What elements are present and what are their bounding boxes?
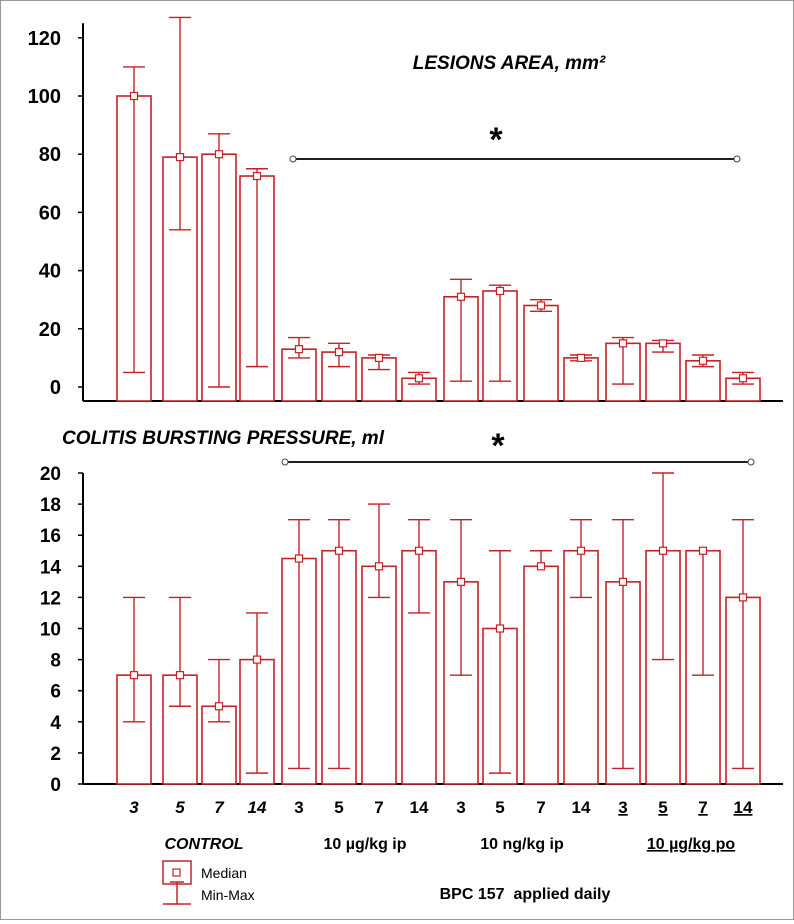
- significance-endpoint: [289, 155, 297, 163]
- y-tick-label: 14: [40, 557, 62, 578]
- median-marker: [698, 546, 708, 555]
- significance-endpoint: [747, 458, 755, 466]
- median-marker: [175, 153, 185, 162]
- y-tick-label: 80: [39, 144, 61, 166]
- median-marker: [658, 546, 668, 555]
- median-marker: [252, 171, 262, 181]
- median-marker: [536, 301, 546, 310]
- median-marker: [456, 292, 466, 301]
- x-tick-label: 7: [374, 798, 383, 817]
- median-marker: [294, 554, 304, 563]
- median-marker: [175, 671, 185, 680]
- median-marker: [698, 356, 708, 365]
- median-marker: [456, 577, 466, 586]
- median-marker: [495, 624, 505, 633]
- y-tick-label: 20: [40, 464, 61, 485]
- median-marker: [334, 347, 344, 357]
- bursting-pressure-plot: 0 2 4 6 8 10 12 14 16 18 20 3 5 7 14 3 5 7 14 3 5 7 14 3 5 7 14: [40, 458, 783, 817]
- x-tick-label: 3: [129, 798, 139, 817]
- legend: Median Min-Max: [162, 860, 255, 905]
- x-tick-label: 5: [658, 798, 667, 817]
- significance-star-top: *: [489, 121, 503, 159]
- group-label-ug-ip: 10 µg/kg ip: [323, 836, 406, 853]
- bar: [361, 565, 397, 785]
- y-tick-label: 100: [28, 86, 61, 108]
- group-label-ng-ip: 10 ng/kg ip: [480, 836, 564, 853]
- median-marker: [536, 562, 546, 571]
- median-marker: [129, 91, 139, 101]
- median-marker: [495, 286, 505, 296]
- x-tick-label: 5: [495, 798, 504, 817]
- bar: [645, 549, 681, 785]
- median-marker: [576, 353, 586, 362]
- x-tick-label: 14: [248, 798, 267, 817]
- median-marker: [658, 339, 668, 348]
- y-tick-label: 18: [40, 495, 61, 516]
- median-marker: [334, 546, 344, 555]
- x-tick-label: 7: [214, 798, 225, 817]
- x-axis-title: BPC 157 applied daily: [440, 886, 611, 903]
- median-marker: [414, 374, 424, 383]
- median-marker: [374, 353, 384, 362]
- median-marker: [214, 150, 224, 159]
- y-tick-label: 0: [50, 377, 61, 399]
- y-tick-label: 16: [40, 526, 61, 547]
- significance-endpoint: [733, 155, 741, 163]
- bar: [523, 304, 559, 402]
- median-marker: [618, 339, 628, 348]
- significance-endpoint: [281, 458, 289, 466]
- y-tick-label: 12: [40, 588, 61, 609]
- chart-title-lesions: LESIONS AREA, mm²: [413, 53, 606, 74]
- median-marker: [618, 577, 628, 586]
- x-tick-label: 14: [572, 798, 591, 817]
- median-marker: [129, 671, 139, 680]
- x-tick-label: 14: [734, 798, 753, 817]
- x-tick-label: 3: [618, 798, 627, 817]
- x-tick-label: 3: [456, 798, 465, 817]
- legend-median-marker: [172, 868, 181, 877]
- legend-minmax-label: Min-Max: [201, 887, 255, 903]
- x-tick-label: 3: [294, 798, 303, 817]
- median-marker: [294, 345, 304, 354]
- y-tick-label: 0: [50, 775, 61, 796]
- y-tick-label: 4: [50, 713, 61, 734]
- y-tick-label: 8: [50, 651, 61, 672]
- x-tick-label: 14: [410, 798, 429, 817]
- bar: [645, 342, 681, 402]
- median-marker: [374, 562, 384, 571]
- group-label-ug-po: 10 µg/kg po: [647, 836, 736, 853]
- chart-title-bursting: COLITIS BURSTING PRESSURE, ml: [62, 428, 385, 449]
- bar: [563, 357, 599, 402]
- median-marker: [576, 546, 586, 555]
- y-tick-label: 20: [39, 319, 61, 341]
- y-tick-label: 2: [50, 744, 61, 765]
- median-marker: [738, 593, 748, 602]
- y-tick-label: 6: [50, 682, 61, 703]
- x-tick-label: 5: [175, 798, 185, 817]
- median-marker: [738, 374, 748, 383]
- x-tick-label: 5: [334, 798, 343, 817]
- y-tick-label: 40: [39, 261, 61, 283]
- median-marker: [214, 702, 224, 711]
- lesions-area-plot: 0 20 40 60 80 100 120: [28, 16, 783, 402]
- median-marker: [414, 546, 424, 555]
- x-tick-label: 7: [536, 798, 545, 817]
- legend-median-label: Median: [201, 865, 247, 881]
- bar: [523, 565, 559, 785]
- x-tick-label: 7: [698, 798, 707, 817]
- median-marker: [252, 655, 262, 664]
- y-tick-label: 60: [39, 202, 61, 224]
- y-tick-label: 10: [40, 620, 61, 641]
- group-label-control: CONTROL: [164, 836, 243, 853]
- y-tick-label: 120: [28, 28, 61, 50]
- bar: [685, 360, 721, 402]
- significance-star-bottom: *: [491, 427, 505, 465]
